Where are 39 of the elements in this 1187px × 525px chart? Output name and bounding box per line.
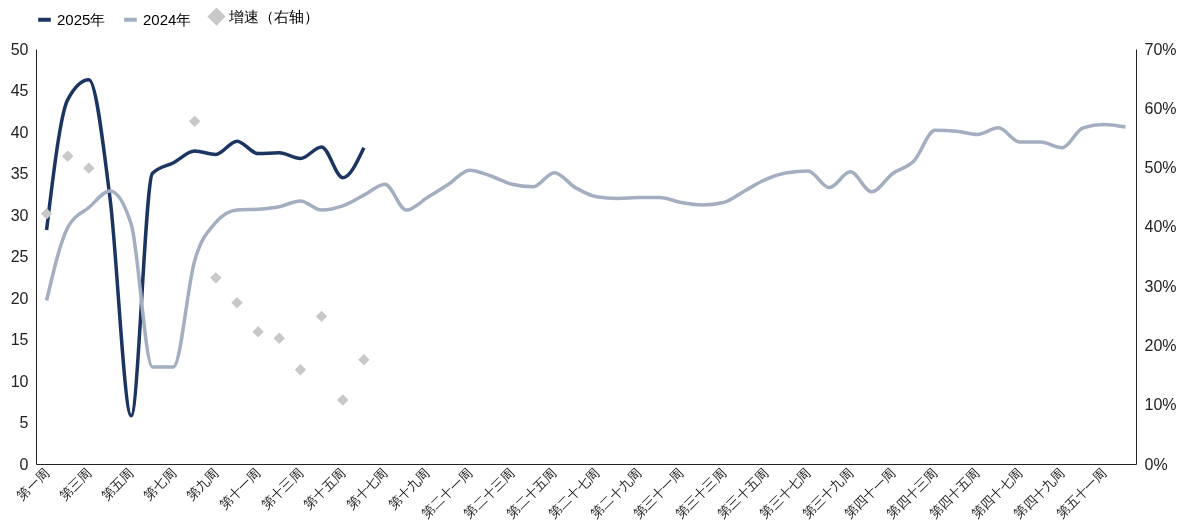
x-tick-label: 第七周 (140, 464, 179, 504)
point (210, 272, 222, 284)
y-tick-label: 50 (10, 40, 29, 58)
y2-tick-label: 20% (1144, 336, 1177, 354)
x-tick-label: 第五周 (98, 464, 137, 504)
point (188, 115, 201, 128)
y-tick-label: 5 (19, 414, 29, 431)
y-tick-label: 45 (10, 82, 29, 99)
point (294, 364, 307, 376)
legend-label: 增速（右轴） (228, 7, 319, 25)
point (40, 208, 53, 220)
point (358, 353, 370, 366)
y2-tick-label: 0% (1144, 455, 1168, 473)
y2-tick-label: 30% (1144, 277, 1177, 295)
line-series (44, 77, 366, 418)
y-tick-label: 25 (10, 248, 29, 265)
y-tick-label: 10 (10, 372, 29, 390)
legend-label: 2024年 (143, 10, 192, 28)
point (62, 150, 74, 163)
point (231, 297, 243, 309)
point (252, 326, 264, 338)
y-tick-label: 20 (10, 289, 29, 307)
y2-tick-label: 50% (1144, 159, 1177, 177)
point (273, 332, 285, 345)
point (83, 162, 95, 174)
y2-tick-label: 60% (1144, 99, 1177, 117)
y2-tick-label: 70% (1144, 40, 1177, 58)
x-tick-label: 第三周 (56, 464, 95, 504)
line-series (44, 122, 1128, 369)
y-tick-label: 15 (10, 331, 29, 348)
y2-tick-label: 40% (1144, 218, 1177, 236)
y-tick-label: 30 (10, 206, 29, 224)
y-tick-label: 0 (19, 455, 29, 473)
y-tick-label: 35 (10, 165, 29, 182)
y-tick-label: 40 (10, 123, 29, 141)
legend-label: 2025年 (57, 10, 106, 28)
point (315, 310, 328, 323)
point (337, 394, 349, 406)
y2-tick-label: 10% (1144, 396, 1177, 414)
